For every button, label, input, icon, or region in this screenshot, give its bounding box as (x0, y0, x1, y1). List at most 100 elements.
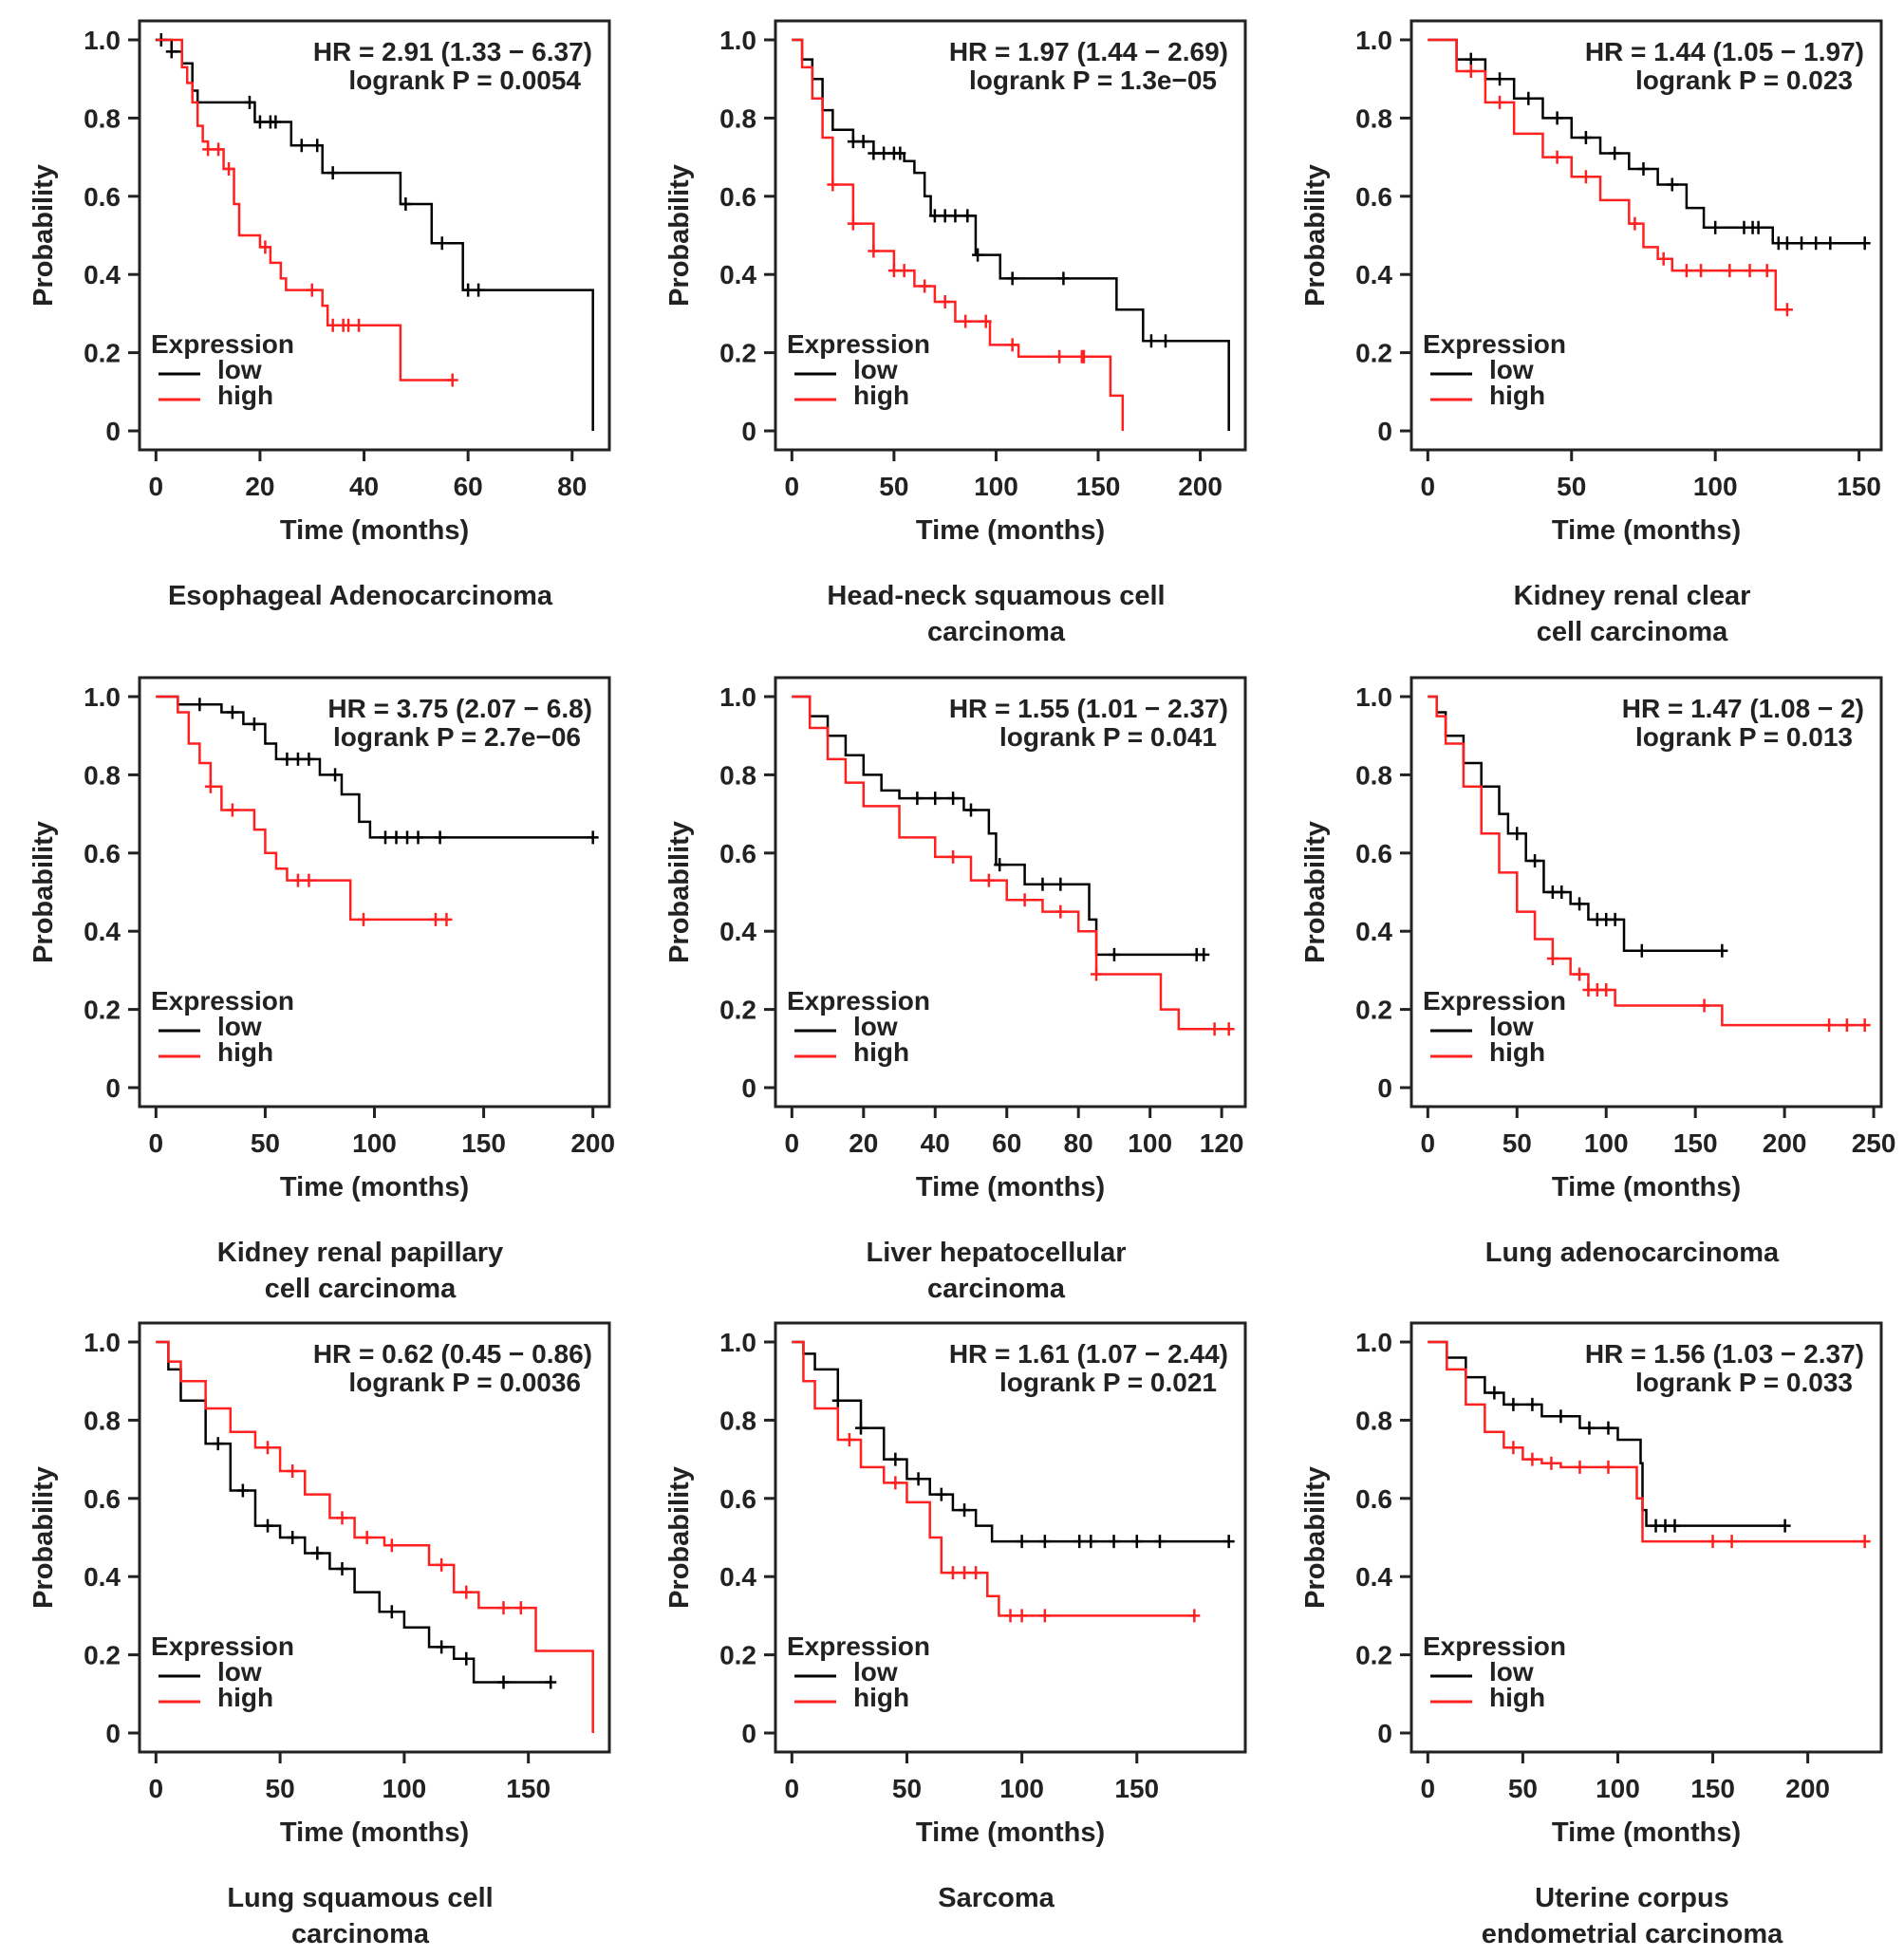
x-tick-label: 150 (1673, 1128, 1718, 1158)
y-tick-label: 0.4 (719, 917, 756, 946)
y-tick-label: 0.6 (84, 839, 121, 868)
km-panel: 0 0.2 0.4 0.6 0.8 1.0 0 20 40 60 80 Time (months) Pr… (0, 0, 634, 650)
censor-mark-high (1546, 952, 1559, 966)
censor-mark-low (972, 248, 984, 262)
y-tick-label: 0.8 (719, 760, 756, 790)
censor-mark-low (295, 139, 308, 153)
censor-mark-low (262, 1519, 274, 1533)
censor-mark-high (1574, 1460, 1586, 1474)
censor-mark-low (947, 792, 960, 806)
censor-mark-high (213, 142, 225, 157)
x-tick-label: 100 (383, 1774, 427, 1803)
x-tick-label: 0 (149, 1774, 164, 1803)
y-tick-label: 1.0 (1355, 1328, 1392, 1357)
censor-mark-low (1057, 271, 1070, 286)
censor-mark-high (336, 1511, 348, 1525)
x-tick-label: 60 (454, 472, 483, 501)
x-tick-label: 80 (557, 472, 587, 501)
censor-mark-high (960, 314, 972, 328)
survival-curve-low (792, 38, 1230, 431)
km-chart: 0 0.2 0.4 0.6 0.8 1.0 0 50 100 150 Time (months) Pr… (28, 1321, 611, 1949)
censor-mark-low (1145, 334, 1157, 348)
censor-mark-high (460, 1585, 473, 1599)
legend-label-high: high (1489, 1037, 1545, 1067)
censor-mark-high (946, 1566, 959, 1580)
km-chart: 0 0.2 0.4 0.6 0.8 1.0 0 50 100 150 Time (months) Pr… (664, 1321, 1247, 1913)
logrank-p-text: logrank P = 0.041 (999, 722, 1217, 752)
censor-mark-high (847, 216, 859, 231)
censor-mark-low (1583, 1421, 1596, 1435)
censor-mark-low (1494, 72, 1506, 86)
censor-mark-high (1526, 1452, 1539, 1466)
censor-mark-low (165, 45, 177, 59)
plot-frame (1409, 1321, 1883, 1754)
censor-mark-low (1153, 1535, 1166, 1549)
y-tick-label: 0.8 (84, 1406, 121, 1435)
x-tick-label: 50 (1557, 472, 1586, 501)
censor-mark-high (1038, 1609, 1051, 1623)
censor-mark-high (889, 1476, 902, 1490)
y-tick-label: 0.8 (1355, 103, 1392, 133)
censor-mark-low (935, 1487, 947, 1501)
chart-caption: Sarcoma (938, 1883, 1055, 1913)
km-panel: 0 0.2 0.4 0.6 0.8 1.0 0 50 100 150 Time (months) Pr… (0, 1302, 634, 1952)
censor-mark-low (1108, 947, 1120, 961)
censor-mark-low (1824, 236, 1837, 251)
censor-mark-low (270, 115, 282, 129)
censor-mark-high (204, 779, 216, 793)
x-tick-label: 50 (1503, 1128, 1532, 1158)
censor-mark-low (939, 209, 951, 223)
censor-mark-low (857, 135, 869, 149)
y-tick-label: 0.2 (1355, 339, 1392, 368)
y-tick-label: 0.6 (84, 182, 121, 212)
km-panel: 0 0.2 0.4 0.6 0.8 1.0 0 50 100 150 200 Time (months… (1272, 1302, 1904, 1952)
legend-label-low: low (1489, 355, 1534, 384)
x-tick-label: 0 (785, 1774, 800, 1803)
censor-mark-low (1659, 1519, 1671, 1533)
censor-mark-high (1091, 967, 1103, 981)
legend-label-low: low (217, 1657, 262, 1687)
x-tick-label: 200 (1785, 1774, 1830, 1803)
chart-caption: carcinoma (291, 1919, 430, 1949)
logrank-p-text: logrank P = 0.021 (999, 1368, 1217, 1397)
y-tick-label: 0.4 (84, 917, 121, 946)
censor-mark-low (1752, 220, 1764, 234)
censor-mark-high (1707, 1535, 1719, 1549)
censor-mark-high (1629, 216, 1641, 231)
y-axis-label: Probability (28, 1466, 59, 1609)
censor-mark-low (390, 830, 402, 845)
censor-mark-high (827, 177, 839, 192)
censor-mark-high (357, 912, 369, 926)
km-panel: 0 0.2 0.4 0.6 0.8 1.0 0 50 100 150 Time (months) Pr… (636, 1302, 1270, 1952)
y-tick-label: 0.6 (719, 182, 756, 212)
censor-mark-low (831, 1393, 844, 1407)
censor-mark-low (889, 1452, 902, 1466)
censor-mark-low (868, 146, 880, 160)
x-tick-label: 200 (570, 1128, 615, 1158)
censor-mark-low (878, 146, 890, 160)
x-axis-label: Time (months) (280, 515, 469, 546)
censor-mark-high (1077, 349, 1090, 363)
y-axis-label: Probability (1300, 164, 1331, 307)
x-tick-label: 0 (149, 1128, 164, 1158)
censor-mark-low (436, 236, 448, 251)
y-tick-label: 0.8 (719, 1406, 756, 1435)
y-tick-label: 1.0 (1355, 26, 1392, 55)
y-tick-label: 0.4 (719, 260, 756, 289)
censor-mark-high (1465, 64, 1477, 78)
censor-mark-low (253, 115, 266, 129)
y-tick-label: 0.8 (719, 103, 756, 133)
censor-mark-high (1006, 338, 1018, 352)
survival-curve-high (792, 38, 1125, 431)
y-tick-label: 1.0 (719, 26, 756, 55)
censor-mark-high (1698, 998, 1710, 1013)
censor-mark-high (429, 912, 441, 926)
x-tick-label: 100 (1584, 1128, 1629, 1158)
censor-mark-low (1488, 1386, 1501, 1400)
censor-mark-low (961, 209, 974, 223)
censor-mark-high (947, 849, 960, 864)
x-axis-label: Time (months) (916, 1172, 1105, 1202)
x-tick-label: 150 (1837, 472, 1881, 501)
x-axis-label: Time (months) (1552, 1817, 1741, 1848)
x-axis-label: Time (months) (280, 1817, 469, 1848)
